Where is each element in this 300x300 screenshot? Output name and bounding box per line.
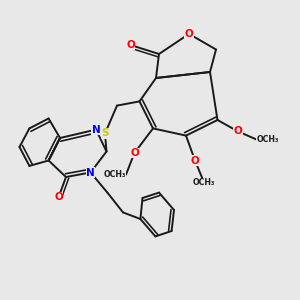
Text: O: O: [126, 40, 135, 50]
Text: O: O: [54, 192, 63, 203]
Text: S: S: [101, 128, 109, 139]
Text: N: N: [92, 124, 100, 135]
Text: O: O: [190, 155, 200, 166]
Text: O: O: [130, 148, 139, 158]
Text: N: N: [86, 167, 95, 178]
Text: OCH₃: OCH₃: [193, 178, 215, 187]
Text: OCH₃: OCH₃: [103, 170, 126, 179]
Text: O: O: [233, 126, 242, 136]
Text: O: O: [184, 29, 194, 39]
Text: OCH₃: OCH₃: [256, 135, 279, 144]
